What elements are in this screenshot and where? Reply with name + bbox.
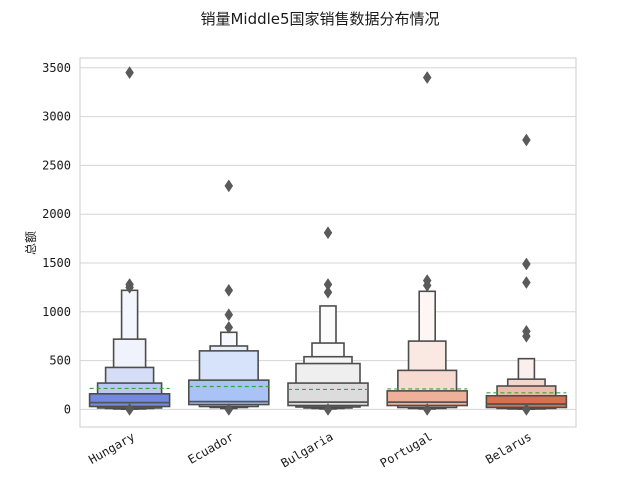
outlier-point [125,280,134,294]
outlier-point [422,279,432,292]
outlier-point [422,402,432,416]
outlier-point [224,402,234,416]
outlier-point [522,329,531,343]
x-tick-label: Bulgaria [278,429,335,470]
outlier-point [323,285,333,299]
y-tick-label: 3000 [42,110,71,124]
outlier-point [125,402,134,416]
y-tick-label: 2000 [42,207,71,221]
box-level [188,379,270,406]
plot-area: 0 500 1000 1500 2000 2500 3000 3500 Hungary Ecuad… [42,57,577,470]
y-tick-label: 500 [49,354,71,368]
outlier-point [323,402,333,416]
outlier-point [522,257,531,271]
outlier-point [522,133,531,147]
outlier-point [224,179,234,193]
outlier-point [422,71,432,84]
outlier-point [224,283,234,297]
outlier-point [224,320,234,334]
y-tick-label: 1000 [42,305,71,319]
outlier-point [125,66,134,80]
outlier-point [522,276,531,289]
x-tick-label: Belarus [483,429,534,466]
x-tick-label: Portugal [378,429,435,470]
x-tick-label: Ecuador [185,429,236,466]
y-tick-label: 2500 [42,158,71,172]
y-tick-label: 1500 [42,256,71,270]
outlier-point [323,226,333,240]
x-tick-label: Hungary [86,429,137,466]
y-tick-label: 0 [64,402,71,416]
outlier-point [522,402,531,416]
y-tick-label: 3500 [42,61,71,75]
outlier-point [224,308,234,322]
chart-title: 销量Middle5国家销售数据分布情况 [200,10,439,28]
y-axis-label: 总额 [24,231,38,255]
